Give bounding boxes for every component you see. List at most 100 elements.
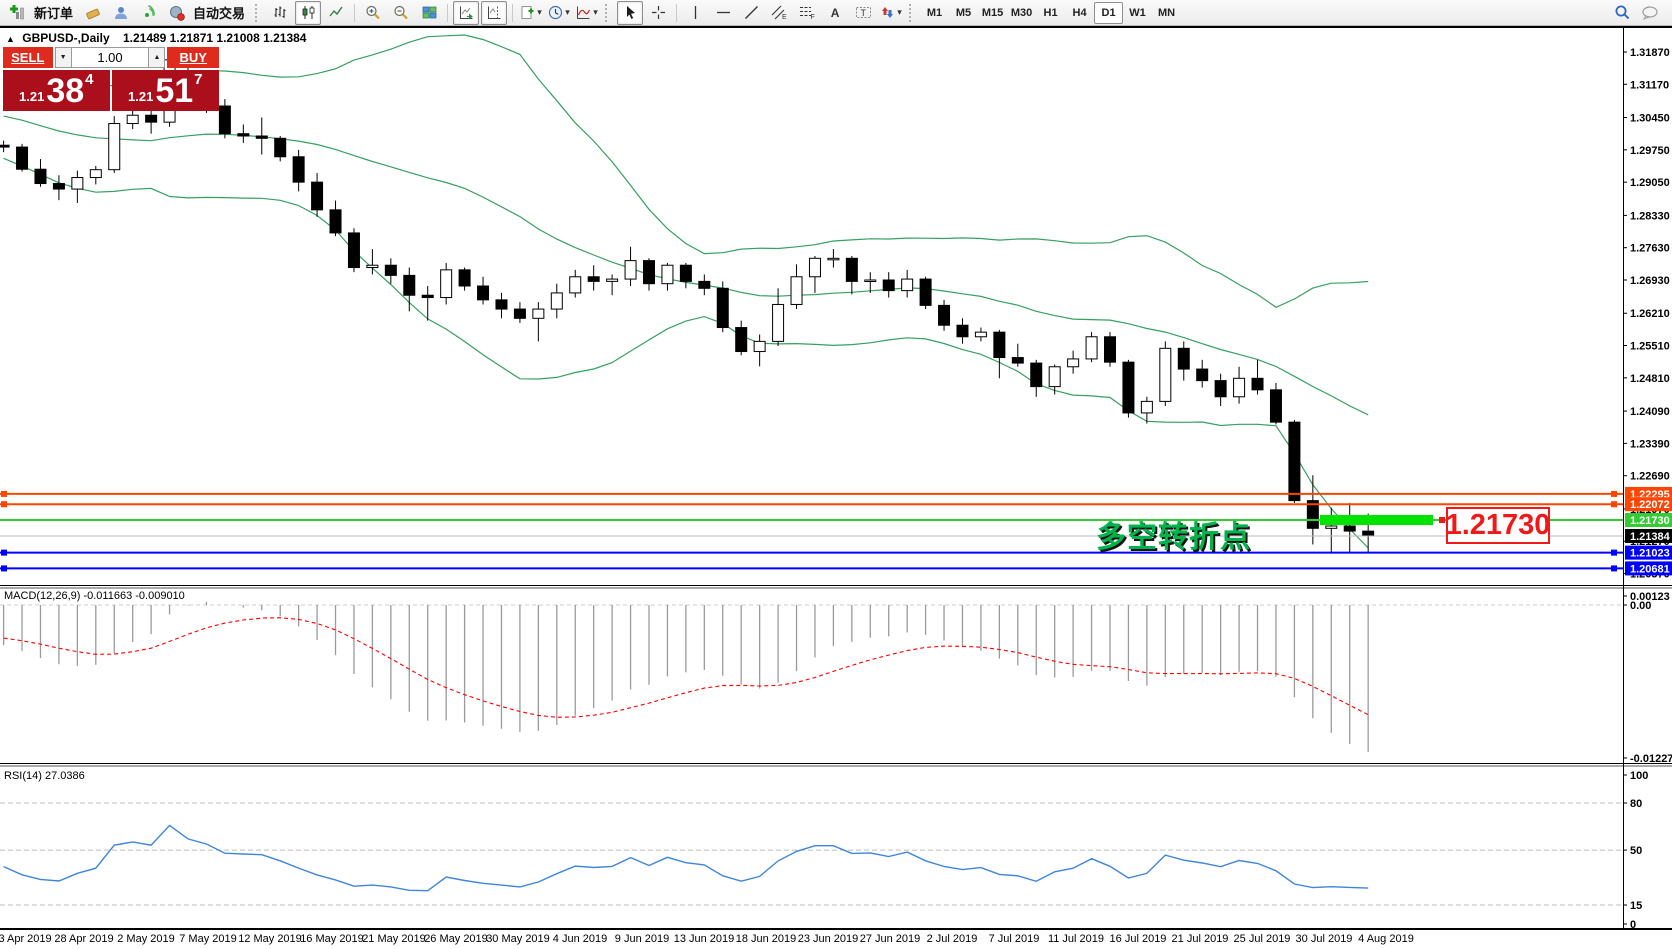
sell-price-display[interactable]: 1.21 38 4 [3, 70, 110, 111]
toolbar-separator [512, 3, 514, 22]
bar-chart-button[interactable] [267, 1, 293, 25]
timeframe-h4-button[interactable]: H4 [1072, 6, 1087, 19]
svg-text:-0.012277: -0.012277 [1630, 753, 1672, 765]
eraser-button[interactable] [80, 1, 106, 25]
svg-text:4 Aug 2019: 4 Aug 2019 [1358, 933, 1414, 945]
timeframe-m5-button[interactable]: M5 [955, 6, 972, 19]
volume-input[interactable]: 1.00 [71, 47, 149, 68]
macd-signal-line [3, 617, 1369, 718]
svg-text:9 Jun 2019: 9 Jun 2019 [615, 933, 669, 945]
svg-text:0.00: 0.00 [1630, 600, 1651, 612]
svg-text:18 Jun 2019: 18 Jun 2019 [736, 933, 797, 945]
sell-price-pipette: 4 [85, 71, 94, 88]
fibonacci-icon: F [800, 7, 815, 20]
chart-shift-button[interactable] [481, 0, 508, 25]
buy-price-big: 51 [155, 72, 194, 110]
toolbar-right-group [1608, 1, 1664, 25]
svg-text:11 Jul 2019: 11 Jul 2019 [1048, 933, 1104, 945]
price-line-tags: 1.222951.220721.217301.210231.206811.213… [1625, 486, 1672, 576]
buy-button[interactable]: BUY [167, 47, 219, 68]
timeframe-w1-button[interactable]: W1 [1129, 6, 1146, 19]
bar-chart-icon [274, 6, 286, 18]
svg-text:25 Jul 2019: 25 Jul 2019 [1234, 933, 1291, 945]
fibonacci-tool-button[interactable]: F [794, 1, 820, 25]
sell-button[interactable]: SELL [3, 47, 53, 68]
autotrading-icon [170, 5, 185, 21]
svg-text:7 May 2019: 7 May 2019 [179, 933, 236, 945]
timeframe-m30-button[interactable]: M30 [1010, 6, 1033, 19]
svg-text:30 May 2019: 30 May 2019 [486, 933, 550, 945]
svg-text:1.21384: 1.21384 [1630, 531, 1671, 543]
crosshair-tool-button[interactable] [645, 1, 671, 25]
svg-text:23 Apr 2019: 23 Apr 2019 [0, 933, 52, 945]
volume-up-button[interactable]: ▲ [148, 47, 166, 68]
autotrading-button[interactable] [164, 1, 190, 25]
toolbar-grip [255, 3, 262, 22]
auto-scroll-button[interactable] [453, 0, 480, 25]
equidistant-channel-tool-button[interactable]: E [766, 1, 792, 25]
svg-text:1.22072: 1.22072 [1630, 499, 1670, 511]
sell-price-big: 38 [46, 72, 85, 110]
chart-title: ▲ GBPUSD-,Daily 1.21489 1.21871 1.21008 … [6, 31, 306, 45]
svg-text:15: 15 [1630, 900, 1642, 912]
text-label-icon: T [855, 7, 871, 18]
signals-button[interactable] [136, 1, 162, 25]
svg-text:2 Jul 2019: 2 Jul 2019 [927, 933, 978, 945]
timeframe-d1-button[interactable]: D1 [1094, 1, 1124, 24]
search-button[interactable] [1609, 1, 1635, 25]
svg-text:26 May 2019: 26 May 2019 [424, 933, 488, 945]
new-order-button[interactable] [5, 1, 31, 25]
svg-text:1.24810: 1.24810 [1630, 373, 1670, 385]
svg-text:1.20681: 1.20681 [1630, 563, 1670, 575]
collapse-arrow-icon[interactable]: ▲ [6, 34, 15, 44]
text-label-tool-button[interactable]: T [850, 1, 876, 25]
price-callout-label[interactable]: 1.21730 [1446, 507, 1550, 544]
callout-anchor-handle[interactable] [1439, 517, 1445, 523]
svg-text:13 Jun 2019: 13 Jun 2019 [674, 933, 735, 945]
macd-histogram [2, 601, 1369, 753]
timeframe-h1-button[interactable]: H1 [1043, 6, 1058, 19]
price-axis: 1.31870 1.31170 1.30450 1.29750 1.29050 1.283… [1623, 47, 1670, 581]
line-chart-button[interactable] [323, 1, 349, 25]
text-tool-button[interactable]: A [822, 1, 848, 25]
svg-text:1.21730: 1.21730 [1630, 515, 1670, 527]
timeframe-group: M1 M5 M15 M30 H1 H4 D1 W1 MN [920, 1, 1181, 24]
clock-icon [549, 5, 563, 20]
buy-price-prefix: 1.21 [128, 89, 154, 104]
timeframe-m15-button[interactable]: M15 [981, 6, 1004, 19]
svg-text:16 May 2019: 16 May 2019 [300, 933, 364, 945]
indicators-dropdown-button[interactable]: ▾ [574, 1, 600, 25]
volume-down-button[interactable]: ▼ [54, 47, 72, 68]
turning-point-annotation[interactable]: 多空转折点 [1096, 521, 1251, 554]
vertical-line-tool-button[interactable] [682, 1, 708, 25]
svg-text:21 Jul 2019: 21 Jul 2019 [1172, 933, 1229, 945]
crosshair-icon [651, 6, 665, 19]
cursor-tool-button[interactable] [617, 0, 644, 25]
svg-text:1.31870: 1.31870 [1630, 47, 1670, 59]
zoom-in-button[interactable] [360, 1, 386, 25]
line-chart-icon [328, 6, 343, 17]
horizontal-line-tool-button[interactable] [710, 1, 736, 25]
autotrading-label[interactable]: 自动交易 [193, 6, 246, 21]
profile-button[interactable] [108, 1, 134, 25]
new-order-label[interactable]: 新订单 [34, 6, 74, 21]
macd-indicator-label: MACD(12,26,9) -0.011663 -0.009010 [4, 590, 185, 602]
zoom-out-button[interactable] [388, 1, 414, 25]
zoom-out-icon [394, 5, 408, 19]
svg-text:12 May 2019: 12 May 2019 [238, 933, 302, 945]
timeframe-m1-button[interactable]: M1 [926, 6, 943, 19]
new-order-dropdown-button[interactable]: ▾ [518, 1, 544, 25]
chat-button[interactable] [1637, 1, 1663, 25]
volume-stepper: ▼ 1.00 ▲ [54, 47, 166, 68]
arrows-dropdown-button[interactable]: ▾ [878, 1, 904, 25]
buy-price-display[interactable]: 1.21 51 7 [112, 70, 219, 111]
periods-dropdown-button[interactable]: ▾ [546, 1, 572, 25]
rsi-axis: 100 80 50 15 0 [1623, 770, 1648, 931]
timeframe-mn-button[interactable]: MN [1157, 6, 1176, 19]
tile-windows-button[interactable] [416, 1, 442, 25]
candlestick-chart-button[interactable] [295, 0, 322, 25]
vertical-line-icon [694, 6, 696, 19]
svg-text:F: F [811, 14, 815, 20]
trendline-tool-button[interactable] [738, 1, 764, 25]
